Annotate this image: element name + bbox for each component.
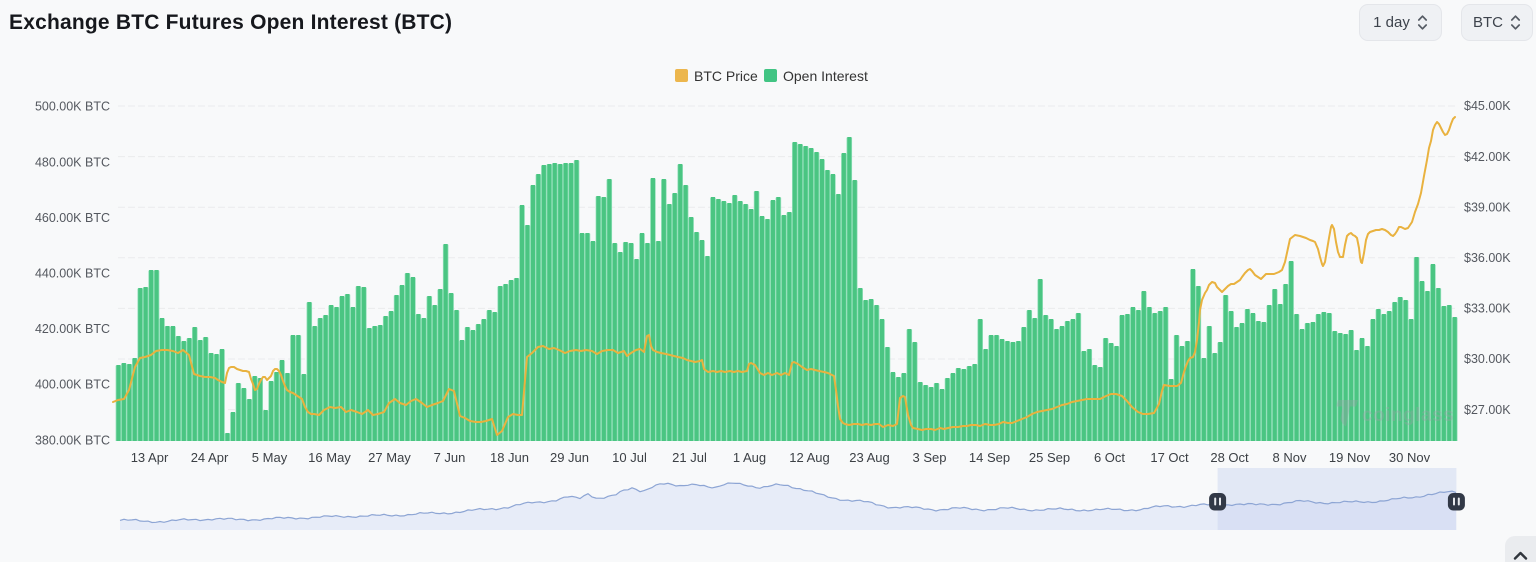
svg-text:14 Sep: 14 Sep [969,450,1010,465]
svg-text:18 Jun: 18 Jun [490,450,529,465]
svg-text:$42.00K: $42.00K [1464,150,1511,164]
svg-text:1 Aug: 1 Aug [733,450,766,465]
svg-text:3 Sep: 3 Sep [913,450,947,465]
svg-text:21 Jul: 21 Jul [672,450,707,465]
svg-text:23 Aug: 23 Aug [849,450,890,465]
svg-text:coinglass: coinglass [1362,405,1454,426]
svg-text:27 May: 27 May [368,450,411,465]
svg-text:25 Sep: 25 Sep [1029,450,1070,465]
svg-text:Open Interest: Open Interest [783,68,868,84]
svg-text:460.00K BTC: 460.00K BTC [35,211,110,225]
svg-text:16 May: 16 May [308,450,351,465]
svg-text:380.00K BTC: 380.00K BTC [35,433,110,447]
svg-text:5 May: 5 May [252,450,288,465]
svg-text:7 Jun: 7 Jun [434,450,466,465]
svg-text:28 Oct: 28 Oct [1210,450,1249,465]
svg-text:6 Oct: 6 Oct [1094,450,1125,465]
svg-text:$45.00K: $45.00K [1464,99,1511,113]
svg-text:400.00K BTC: 400.00K BTC [35,378,110,392]
svg-text:13 Apr: 13 Apr [131,450,169,465]
svg-text:19 Nov: 19 Nov [1329,450,1371,465]
svg-text:17 Oct: 17 Oct [1150,450,1189,465]
svg-text:29 Jun: 29 Jun [550,450,589,465]
svg-text:$36.00K: $36.00K [1464,251,1511,265]
svg-text:440.00K BTC: 440.00K BTC [35,267,110,281]
svg-text:12 Aug: 12 Aug [789,450,830,465]
svg-text:8 Nov: 8 Nov [1273,450,1307,465]
svg-text:BTC Price: BTC Price [694,68,758,84]
svg-text:$30.00K: $30.00K [1464,352,1511,366]
svg-text:500.00K BTC: 500.00K BTC [35,100,110,114]
svg-text:24 Apr: 24 Apr [191,450,229,465]
svg-text:420.00K BTC: 420.00K BTC [35,322,110,336]
svg-text:$27.00K: $27.00K [1464,403,1511,417]
svg-text:480.00K BTC: 480.00K BTC [35,155,110,169]
svg-text:30 Nov: 30 Nov [1389,450,1431,465]
svg-text:$33.00K: $33.00K [1464,302,1511,316]
svg-text:$39.00K: $39.00K [1464,200,1511,214]
svg-text:10 Jul: 10 Jul [612,450,647,465]
